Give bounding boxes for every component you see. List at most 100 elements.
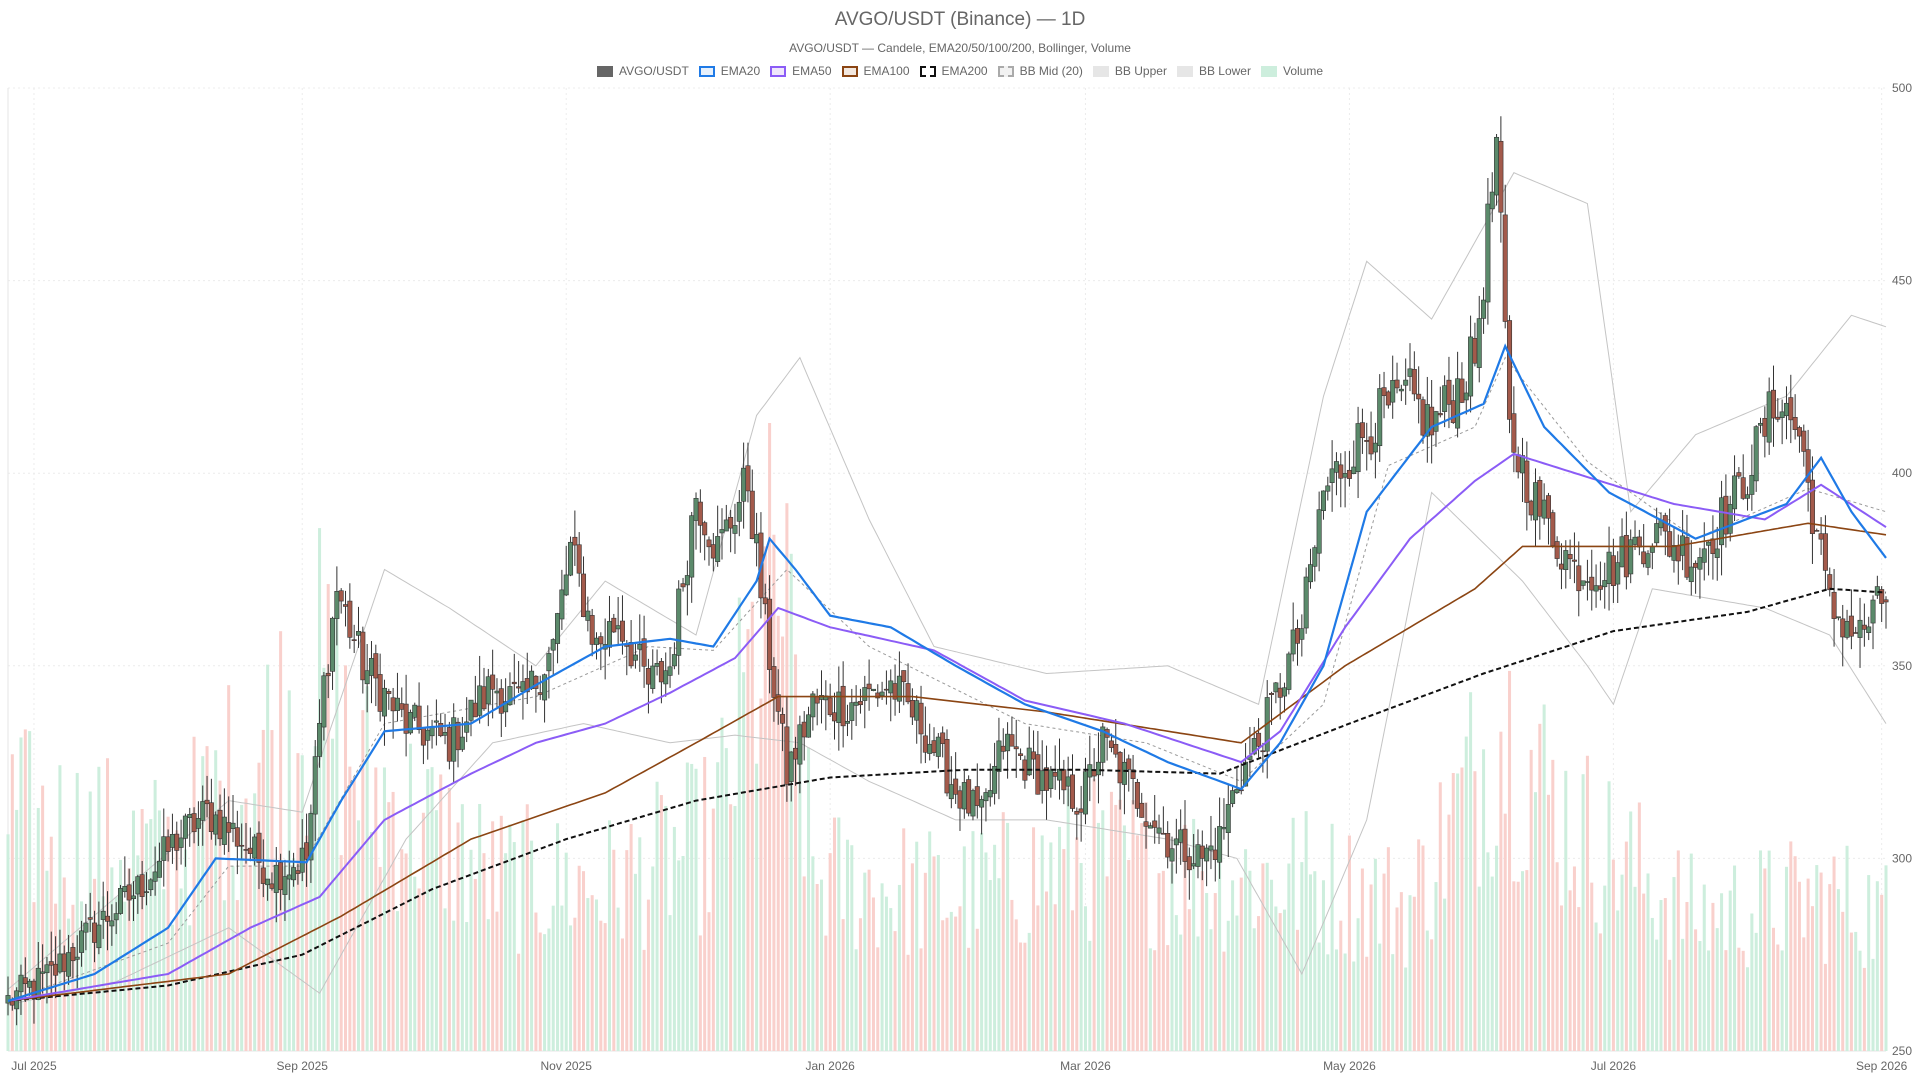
- candle-body: [883, 688, 889, 691]
- candle-body: [1571, 559, 1577, 562]
- legend-item-ema50[interactable]: EMA50: [770, 64, 832, 78]
- candle-body: [412, 704, 418, 718]
- volume-bar: [1408, 895, 1412, 1051]
- volume-bar: [832, 817, 837, 1051]
- candle-body: [1710, 538, 1716, 554]
- volume-bar: [534, 912, 538, 1051]
- volume-bar: [858, 918, 862, 1051]
- candle-body: [1485, 203, 1491, 303]
- volume-bar: [651, 866, 655, 1051]
- volume-bar: [1849, 932, 1853, 1051]
- candle-body: [1450, 400, 1456, 423]
- candle-body: [399, 703, 405, 710]
- ema200-line: [7, 587, 1887, 1002]
- candle-body: [1013, 746, 1019, 750]
- candle-body: [957, 790, 963, 809]
- volume-bar: [183, 849, 187, 1051]
- x-tick-label: Jan 2026: [805, 1059, 855, 1073]
- volume-bar: [1287, 863, 1291, 1051]
- volume-bar: [724, 748, 728, 1051]
- candle-body: [498, 688, 504, 714]
- volume-bar: [1209, 929, 1213, 1051]
- candle-body: [48, 961, 54, 966]
- candle-body: [1610, 555, 1616, 586]
- volume-bar: [1183, 824, 1187, 1051]
- candle-body: [1818, 533, 1824, 540]
- candle-body: [1208, 845, 1214, 851]
- volume-bar: [1382, 873, 1386, 1051]
- candle-body: [637, 643, 643, 650]
- volume-bar: [1728, 890, 1732, 1051]
- legend-swatch: [596, 65, 613, 77]
- x-tick-label: Sep 2025: [277, 1059, 329, 1073]
- volume-bar: [478, 803, 482, 1051]
- volume-bar: [1343, 953, 1347, 1051]
- candle-body: [918, 702, 924, 735]
- volume-bar: [41, 785, 45, 1051]
- candle-body: [381, 687, 387, 717]
- volume-bar: [633, 873, 637, 1051]
- legend-label: EMA20: [720, 64, 761, 78]
- volume-bar: [209, 818, 213, 1051]
- candle-body: [1459, 378, 1465, 403]
- candle-body: [503, 701, 509, 713]
- volume-bar: [157, 810, 161, 1051]
- candle-body: [1511, 413, 1517, 453]
- volume-bar: [984, 852, 988, 1051]
- candle-body: [1801, 430, 1807, 452]
- volume-bar: [1663, 898, 1667, 1051]
- volume-bar: [884, 896, 888, 1051]
- candle-body: [1732, 475, 1738, 510]
- legend-item-ema200[interactable]: EMA200: [919, 64, 988, 78]
- volume-bar: [919, 948, 923, 1051]
- volume-bar: [1187, 909, 1191, 1051]
- candle-body: [1290, 629, 1296, 655]
- candle-body: [1788, 397, 1794, 421]
- legend-item-avgo-usdt[interactable]: AVGO/USDT: [596, 64, 689, 78]
- candle-body: [61, 953, 67, 972]
- candle-body: [1861, 624, 1867, 630]
- volume-bar: [127, 868, 131, 1051]
- legend-item-ema20[interactable]: EMA20: [698, 64, 761, 78]
- candle-body: [265, 878, 271, 886]
- candle-body: [1563, 550, 1569, 570]
- chart-title: AVGO/USDT (Binance) — 1D: [834, 9, 1086, 30]
- candle-body: [1121, 761, 1127, 785]
- candle-body: [706, 539, 712, 548]
- volume-bar: [1352, 961, 1356, 1051]
- volume-bar: [1629, 811, 1633, 1051]
- candle-body: [1745, 494, 1751, 499]
- volume-bar: [543, 934, 547, 1051]
- candle-body: [1147, 825, 1153, 829]
- volume-bar: [305, 835, 309, 1051]
- candle-body: [507, 686, 513, 706]
- volume-bar: [292, 858, 296, 1051]
- candle-body: [57, 953, 63, 973]
- volume-bar: [1356, 918, 1360, 1051]
- candle-body: [291, 867, 297, 881]
- volume-bar: [1438, 782, 1442, 1051]
- legend-item-volume[interactable]: Volume: [1260, 64, 1323, 78]
- volume-bar: [469, 849, 473, 1051]
- ema50-line: [7, 452, 1887, 1002]
- candle-body: [278, 862, 284, 891]
- candle-body: [1182, 828, 1188, 862]
- volume-bar: [1797, 881, 1801, 1051]
- volume-bar: [166, 816, 170, 1051]
- candle-body: [870, 688, 876, 691]
- candle-body: [420, 727, 426, 746]
- volume-bar: [1226, 920, 1230, 1051]
- legend-item-ema100[interactable]: EMA100: [841, 64, 910, 78]
- volume-bar: [1014, 919, 1018, 1051]
- candle-body: [589, 615, 595, 645]
- candle-body: [801, 721, 807, 738]
- legend-item-bb-upper[interactable]: BB Upper: [1092, 64, 1167, 78]
- legend-item-bb-mid-20[interactable]: BB Mid (20): [997, 64, 1083, 78]
- legend-item-bb-lower[interactable]: BB Lower: [1176, 64, 1251, 78]
- volume-bar: [936, 855, 940, 1051]
- candle-body: [130, 895, 136, 899]
- volume-bar: [828, 853, 832, 1051]
- volume-bar: [1270, 879, 1274, 1051]
- volume-bar: [240, 804, 244, 1051]
- candle-body: [299, 847, 305, 873]
